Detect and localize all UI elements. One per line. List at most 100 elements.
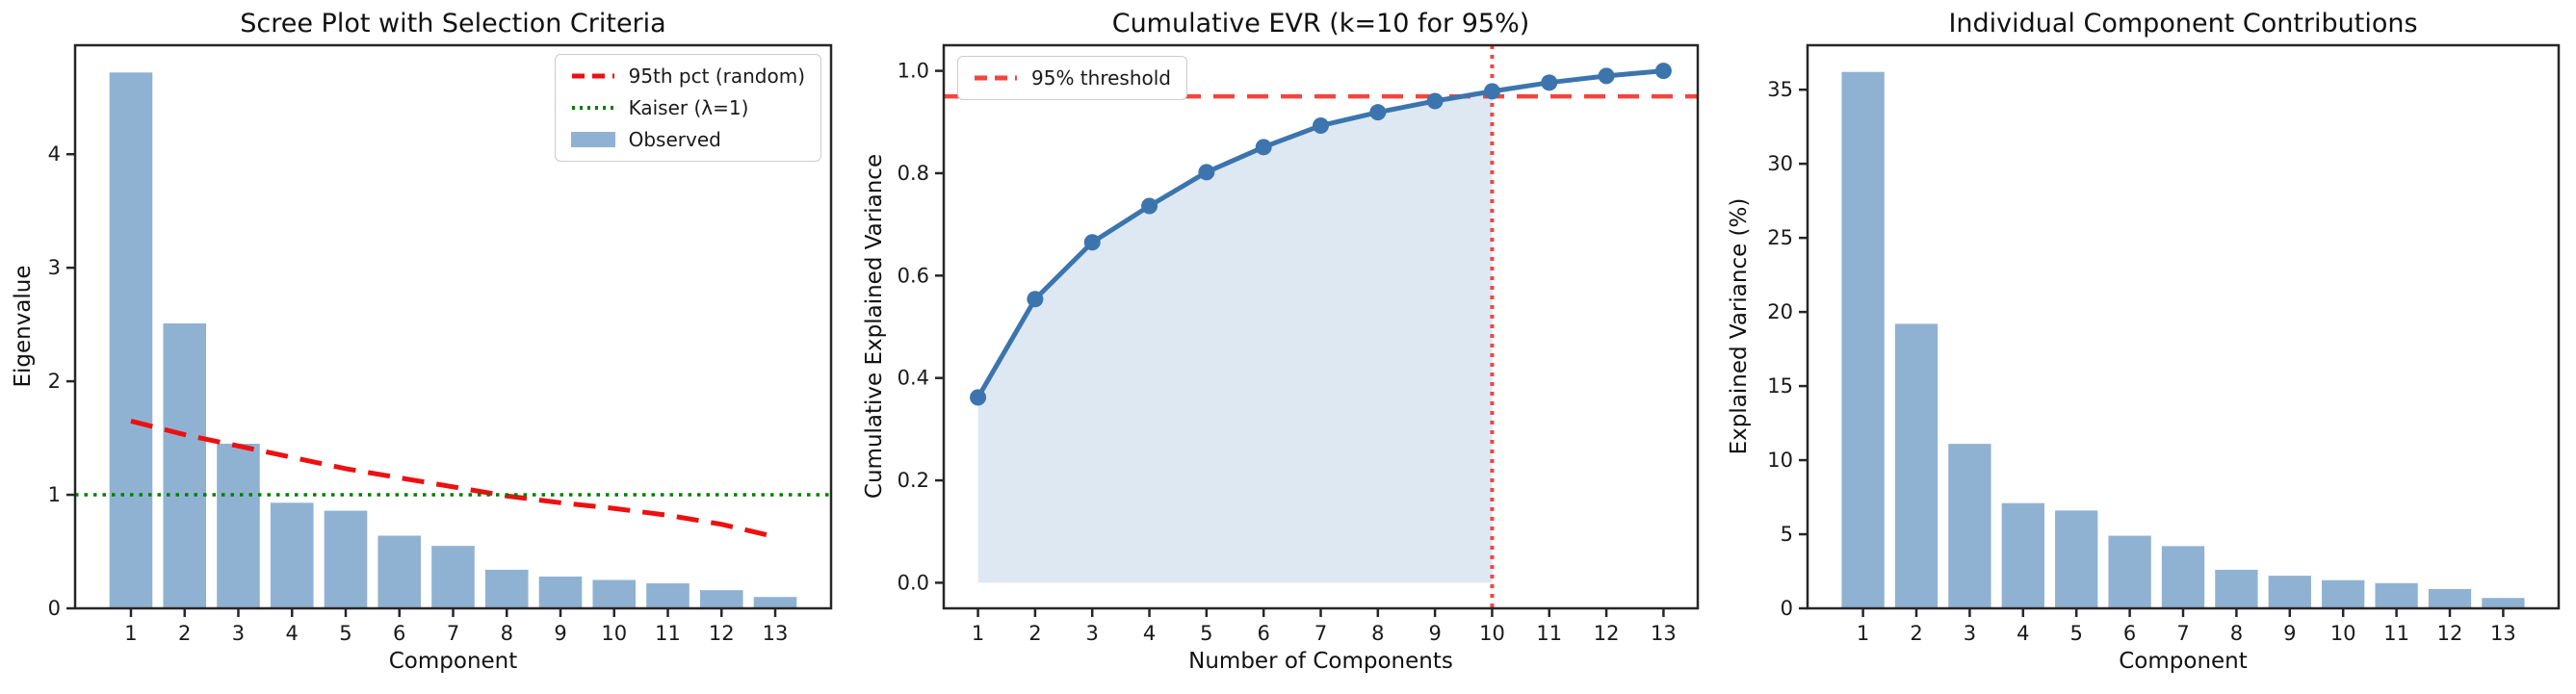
bar-component-7 — [2161, 546, 2205, 608]
x-tick-label: 3 — [232, 622, 245, 645]
y-tick-label: 1 — [48, 483, 61, 506]
y-tick-label: 0.8 — [898, 162, 929, 185]
x-tick-label: 4 — [286, 622, 299, 645]
x-tick-label: 10 — [2330, 622, 2356, 645]
bar-component-13 — [753, 597, 797, 608]
data-point-marker — [1027, 291, 1044, 308]
x-tick-label: 7 — [1314, 622, 1327, 645]
data-point-marker — [1483, 83, 1500, 100]
bar-component-10 — [592, 579, 637, 608]
x-tick-label: 5 — [339, 622, 351, 645]
legend-item: Kaiser (λ=1) — [571, 96, 805, 119]
bar-component-12 — [699, 590, 743, 608]
x-tick-label: 1 — [1857, 622, 1869, 645]
data-point-marker — [970, 389, 987, 406]
x-tick-label: 11 — [1536, 622, 1562, 645]
y-tick-label: 10 — [1767, 449, 1793, 472]
bar-component-11 — [646, 583, 690, 608]
data-point-marker — [1255, 139, 1272, 156]
y-tick-label: 20 — [1767, 300, 1793, 323]
x-tick-label: 8 — [1371, 622, 1384, 645]
y-tick-label: 30 — [1767, 152, 1793, 175]
x-tick-label: 6 — [393, 622, 405, 645]
random-percentile-line — [130, 418, 776, 540]
bar-component-4 — [270, 502, 314, 608]
x-tick-label: 1 — [972, 622, 984, 645]
x-tick-label: 4 — [2017, 622, 2029, 645]
contributions-xlabel: Component — [2119, 649, 2248, 674]
data-point-marker — [1369, 104, 1387, 121]
bar-component-9 — [2268, 576, 2311, 608]
x-tick-label: 12 — [1594, 622, 1620, 645]
x-tick-label: 11 — [655, 622, 681, 645]
x-tick-label: 6 — [2123, 622, 2136, 645]
scree-plot-title: Scree Plot with Selection Criteria — [240, 9, 666, 39]
bar-component-5 — [2055, 510, 2098, 608]
data-point-marker — [1426, 92, 1444, 110]
x-tick-label: 6 — [1257, 622, 1269, 645]
bar-component-10 — [2322, 579, 2365, 608]
x-tick-label: 12 — [2437, 622, 2463, 645]
bar-component-9 — [538, 576, 583, 608]
x-tick-label: 2 — [178, 622, 191, 645]
bar-component-12 — [2428, 588, 2472, 608]
y-tick-label: 1.0 — [898, 60, 929, 83]
legend-label: 95% threshold — [1031, 66, 1171, 90]
x-tick-label: 2 — [1028, 622, 1041, 645]
cumulative-area-fill — [977, 90, 1493, 583]
bar-component-8 — [2215, 569, 2258, 608]
data-point-marker — [1313, 116, 1329, 134]
bar-component-5 — [324, 510, 368, 608]
y-tick-label: 2 — [48, 370, 61, 393]
bar-component-1 — [1841, 71, 1885, 609]
x-tick-label: 1 — [124, 622, 137, 645]
bar-component-2 — [163, 322, 207, 608]
x-tick-label: 7 — [447, 622, 459, 645]
x-tick-label: 9 — [554, 622, 566, 645]
bar-component-3 — [217, 443, 260, 608]
x-tick-label: 10 — [1479, 622, 1505, 645]
legend-item: Observed — [570, 128, 805, 151]
bar-component-2 — [1894, 323, 1939, 608]
bar-component-4 — [2001, 502, 2044, 608]
x-tick-label: 13 — [1651, 622, 1677, 645]
y-tick-label: 4 — [48, 142, 61, 166]
legend-label: 95th pct (random) — [628, 64, 805, 88]
y-tick-label: 0.4 — [898, 367, 929, 390]
scree-plot-legend: 95th pct (random) Kaiser (λ=1) Observed — [554, 54, 821, 162]
x-tick-label: 8 — [2230, 622, 2243, 645]
x-tick-label: 9 — [1428, 622, 1441, 645]
data-point-marker — [1654, 63, 1672, 80]
y-tick-label: 0.2 — [898, 469, 929, 492]
y-tick-label: 25 — [1767, 226, 1793, 249]
bar-component-6 — [377, 535, 422, 608]
data-point-marker — [1083, 234, 1101, 251]
x-tick-label: 10 — [601, 622, 627, 645]
y-tick-label: 0.0 — [898, 571, 929, 594]
y-tick-label: 3 — [48, 256, 61, 279]
dashed-red-line-icon — [571, 73, 614, 79]
cumulative-evr-title: Cumulative EVR (k=10 for 95%) — [1111, 9, 1530, 39]
x-tick-label: 11 — [2383, 622, 2409, 645]
x-tick-label: 13 — [2490, 622, 2516, 645]
legend-label: Kaiser (λ=1) — [628, 96, 749, 119]
x-tick-label: 5 — [1200, 622, 1212, 645]
y-tick-label: 35 — [1767, 78, 1793, 101]
x-tick-label: 9 — [2283, 622, 2296, 645]
bar-component-13 — [2482, 598, 2525, 608]
data-point-marker — [1541, 74, 1558, 91]
scree-plot-xlabel: Component — [388, 649, 518, 674]
data-point-marker — [1598, 67, 1615, 85]
legend-item: 95% threshold — [974, 66, 1171, 90]
y-tick-label: 5 — [1781, 523, 1793, 546]
x-tick-label: 2 — [1910, 622, 1922, 645]
bar-component-7 — [431, 546, 475, 608]
x-tick-label: 3 — [1086, 622, 1099, 645]
x-tick-label: 3 — [1964, 622, 1976, 645]
data-point-marker — [1141, 197, 1158, 215]
bar-component-11 — [2375, 582, 2418, 608]
x-tick-label: 5 — [2070, 622, 2083, 645]
bar-component-3 — [1948, 444, 1991, 608]
observed-swatch-icon — [570, 132, 615, 147]
